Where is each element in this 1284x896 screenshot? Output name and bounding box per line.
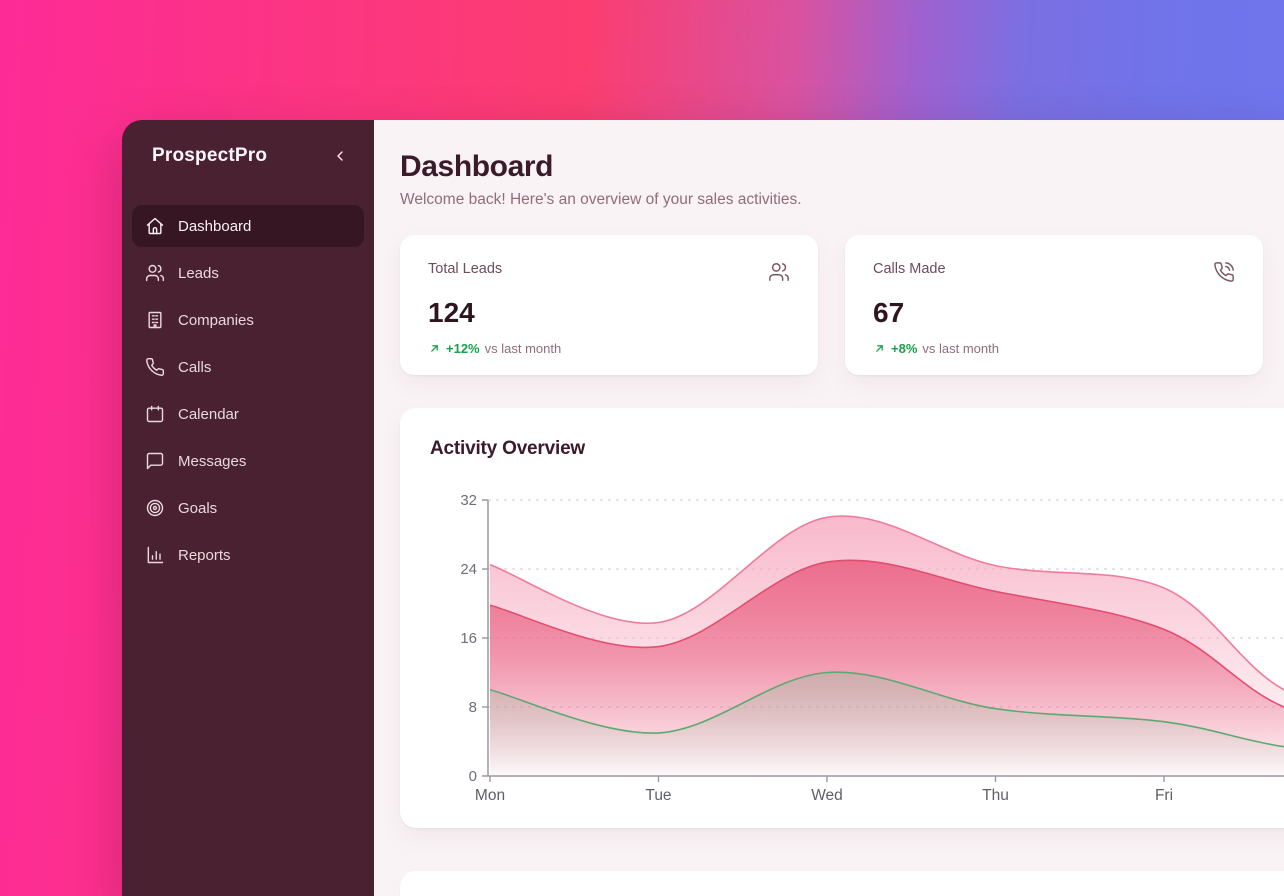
users-icon bbox=[145, 263, 165, 283]
sidebar: ProspectPro Dashboard Leads Companies Ca… bbox=[122, 120, 374, 896]
sidebar-item-label: Companies bbox=[178, 311, 254, 329]
chart-title: Activity Overview bbox=[430, 438, 586, 459]
stat-card-header: Calls Made bbox=[873, 261, 1235, 288]
activity-overview-card: Activity Overview 0 8 16 24 32 Mon Tue Wed Thu Fr… bbox=[400, 408, 1284, 828]
arrow-up-right-icon bbox=[431, 345, 438, 352]
stat-delta-caption: vs last month bbox=[484, 341, 562, 356]
activity-chart-svg: 0 8 16 24 32 Mon Tue Wed Thu Fri bbox=[460, 492, 1284, 804]
sidebar-item-companies[interactable]: Companies bbox=[132, 299, 364, 341]
x-tick-label: Wed bbox=[811, 787, 843, 804]
sidebar-item-messages[interactable]: Messages bbox=[132, 440, 364, 482]
arrow-up-right-icon bbox=[873, 342, 886, 355]
app-logo-text: ProspectPro bbox=[152, 145, 268, 166]
building-icon bbox=[145, 310, 165, 330]
stat-value: 124 bbox=[428, 297, 475, 328]
chevron-left-icon bbox=[337, 151, 343, 161]
target-icon bbox=[145, 498, 165, 518]
y-tick-label: 0 bbox=[469, 768, 477, 785]
sidebar-item-dashboard[interactable]: Dashboard bbox=[132, 205, 364, 247]
stat-card-total-leads: Total Leads 124 +12% vs last month bbox=[400, 235, 818, 375]
message-square-icon bbox=[145, 451, 165, 471]
message-square-icon bbox=[146, 452, 164, 470]
sidebar-nav: Dashboard Leads Companies Calls Calendar… bbox=[132, 205, 364, 576]
x-tick-label: Mon bbox=[475, 787, 505, 804]
users-icon bbox=[768, 261, 790, 288]
users-icon bbox=[145, 264, 165, 282]
stat-delta-caption: vs last month bbox=[922, 341, 999, 356]
sidebar-item-label: Calendar bbox=[178, 405, 239, 423]
home-icon bbox=[146, 217, 164, 235]
activity-area-chart: 0 8 16 24 32 Mon Tue Wed Thu Fri bbox=[450, 488, 1284, 808]
building-icon bbox=[148, 311, 162, 329]
sidebar-collapse-button[interactable] bbox=[328, 144, 352, 168]
stat-label: Total Leads bbox=[428, 261, 503, 277]
y-tick-label: 24 bbox=[460, 561, 477, 578]
app-window: ProspectPro Dashboard Leads Companies Ca… bbox=[122, 120, 1284, 896]
sidebar-item-label: Reports bbox=[178, 546, 231, 564]
stat-card-header: Total Leads bbox=[428, 261, 790, 288]
bar-chart-icon bbox=[147, 546, 164, 564]
sidebar-item-goals[interactable]: Goals bbox=[132, 487, 364, 529]
sidebar-item-leads[interactable]: Leads bbox=[132, 252, 364, 294]
phone-icon bbox=[145, 357, 165, 377]
phone-call-icon bbox=[1213, 261, 1235, 288]
main-content: Dashboard Welcome back! Here's an overvi… bbox=[374, 120, 1284, 896]
calendar-icon bbox=[146, 405, 164, 423]
sidebar-item-label: Calls bbox=[178, 358, 212, 376]
page-title: Dashboard bbox=[400, 150, 554, 183]
stats-row: Total Leads 124 +12% vs last month Calls… bbox=[400, 235, 1284, 375]
next-section-card bbox=[400, 871, 1284, 896]
users-icon bbox=[769, 263, 789, 281]
sidebar-item-label: Dashboard bbox=[178, 217, 252, 235]
sidebar-item-label: Leads bbox=[178, 264, 219, 282]
stat-label: Calls Made bbox=[873, 261, 946, 277]
x-tick-label: Thu bbox=[982, 787, 1009, 804]
stat-delta-percent: +8% bbox=[891, 341, 918, 356]
phone-icon bbox=[146, 357, 165, 376]
x-tick-label: Fri bbox=[1155, 787, 1173, 804]
phone-call-icon bbox=[1214, 262, 1234, 282]
bar-chart-icon bbox=[145, 545, 165, 565]
bottom-green-band-area bbox=[490, 672, 1284, 776]
stat-delta: +12% vs last month bbox=[428, 341, 790, 356]
stat-card-calls-made: Calls Made 67 +8% vs last month bbox=[845, 235, 1263, 375]
stat-value: 67 bbox=[873, 297, 905, 328]
target-icon bbox=[146, 499, 164, 517]
sidebar-item-label: Messages bbox=[178, 452, 247, 470]
calendar-icon bbox=[145, 404, 165, 424]
arrow-up-right-icon bbox=[428, 342, 441, 355]
stat-delta: +8% vs last month bbox=[873, 341, 1235, 356]
y-tick-label: 32 bbox=[460, 492, 477, 509]
sidebar-item-label: Goals bbox=[178, 499, 218, 517]
home-icon bbox=[145, 216, 165, 236]
y-tick-label: 16 bbox=[460, 630, 477, 647]
sidebar-header: ProspectPro bbox=[132, 144, 364, 168]
sidebar-item-calendar[interactable]: Calendar bbox=[132, 393, 364, 435]
y-tick-label: 8 bbox=[469, 699, 477, 716]
stat-delta-percent: +12% bbox=[446, 341, 480, 356]
arrow-up-right-icon bbox=[876, 345, 883, 352]
x-tick-label: Tue bbox=[645, 787, 671, 804]
sidebar-item-calls[interactable]: Calls bbox=[132, 346, 364, 388]
page-subtitle: Welcome back! Here's an overview of your… bbox=[400, 191, 802, 208]
sidebar-item-reports[interactable]: Reports bbox=[132, 534, 364, 576]
